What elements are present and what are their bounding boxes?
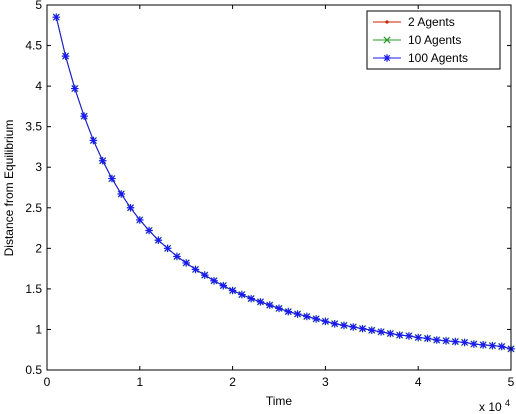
x-tick-label: 2 — [229, 375, 236, 389]
data-point — [145, 226, 153, 235]
x-tick-label: 4 — [415, 375, 422, 389]
data-point — [377, 328, 385, 336]
data-point — [80, 112, 88, 120]
data-point — [238, 290, 246, 299]
data-point — [423, 334, 432, 343]
data-point — [321, 317, 330, 326]
data-point — [383, 36, 391, 44]
data-point — [488, 341, 497, 350]
data-point — [442, 337, 450, 345]
y-axis: 0.5 1 1.5 2 2.5 3 3.5 4 4.5 5 — [25, 0, 511, 377]
data-point — [219, 281, 228, 290]
data-point — [340, 321, 348, 330]
y-tick-label: 1 — [35, 322, 42, 336]
data-point — [330, 319, 339, 328]
data-point — [71, 84, 79, 93]
data-point — [89, 136, 98, 145]
axes-box — [46, 4, 512, 371]
data-point — [432, 336, 441, 344]
data-point — [163, 244, 172, 253]
y-tick-label: 0.5 — [25, 363, 42, 377]
data-point — [395, 331, 404, 339]
data-point — [358, 324, 367, 333]
data-point — [200, 271, 209, 279]
data-point — [293, 310, 302, 318]
data-point — [275, 304, 283, 313]
data-point — [405, 332, 413, 340]
x-exponent-base: x 10 — [479, 400, 502, 414]
data-point — [98, 156, 107, 165]
y-axis-label: Distance from Equilibrium — [2, 120, 16, 257]
y-tick-label: 5 — [35, 0, 42, 12]
data-point — [479, 341, 487, 349]
data-point — [52, 13, 61, 21]
data-point — [470, 340, 478, 348]
y-tick-label: 4 — [35, 79, 42, 93]
data-point — [460, 338, 469, 347]
y-tick-label: 3 — [35, 160, 42, 174]
data-point — [117, 190, 126, 198]
y-tick-label: 1.5 — [25, 282, 42, 296]
data-point — [451, 337, 460, 346]
data-point — [256, 298, 265, 306]
series-3 — [52, 13, 515, 353]
legend-label: 10 Agents — [408, 33, 461, 47]
x-tick-label: 0 — [44, 375, 51, 389]
x-tick-label: 5 — [508, 375, 515, 389]
data-point — [414, 333, 422, 342]
data-point — [247, 294, 255, 303]
x-axis-label: Time — [266, 394, 293, 408]
legend-entry: 10 Agents — [373, 33, 461, 47]
y-tick-label: 2 — [35, 241, 42, 255]
x-tick-label: 3 — [322, 375, 329, 389]
x-axis: 0 1 2 3 4 5 — [44, 5, 515, 389]
data-point — [349, 323, 358, 331]
legend-entry: 100 Agents — [373, 51, 468, 65]
legend-entry: 2 Agents — [373, 15, 455, 29]
legend: 2 Agents 10 Agents 100 Agents — [366, 10, 501, 70]
series-layer — [52, 13, 515, 353]
data-point — [368, 326, 376, 335]
data-point — [265, 301, 274, 309]
data-point — [61, 52, 70, 60]
y-tick-label: 2.5 — [25, 201, 42, 215]
data-point — [182, 259, 190, 267]
data-point — [284, 307, 293, 316]
legend-label: 2 Agents — [408, 15, 455, 29]
x-tick-label: 1 — [136, 375, 143, 389]
data-point — [385, 20, 389, 24]
data-point — [383, 54, 391, 62]
data-point — [303, 312, 311, 321]
data-point — [228, 286, 237, 295]
y-tick-label: 4.5 — [25, 39, 42, 53]
data-point — [386, 329, 395, 338]
data-point — [136, 216, 144, 224]
data-point — [191, 265, 200, 274]
x-exponent-label: x 10 4 — [479, 398, 510, 414]
data-point — [312, 315, 320, 323]
y-tick-label: 3.5 — [25, 120, 42, 134]
x-exponent-power: 4 — [505, 398, 510, 408]
data-point — [173, 252, 181, 261]
data-point — [126, 203, 135, 212]
data-point — [108, 174, 116, 183]
legend-label: 100 Agents — [408, 51, 468, 65]
data-point — [497, 342, 506, 351]
data-point — [210, 276, 218, 285]
data-point — [154, 236, 163, 245]
